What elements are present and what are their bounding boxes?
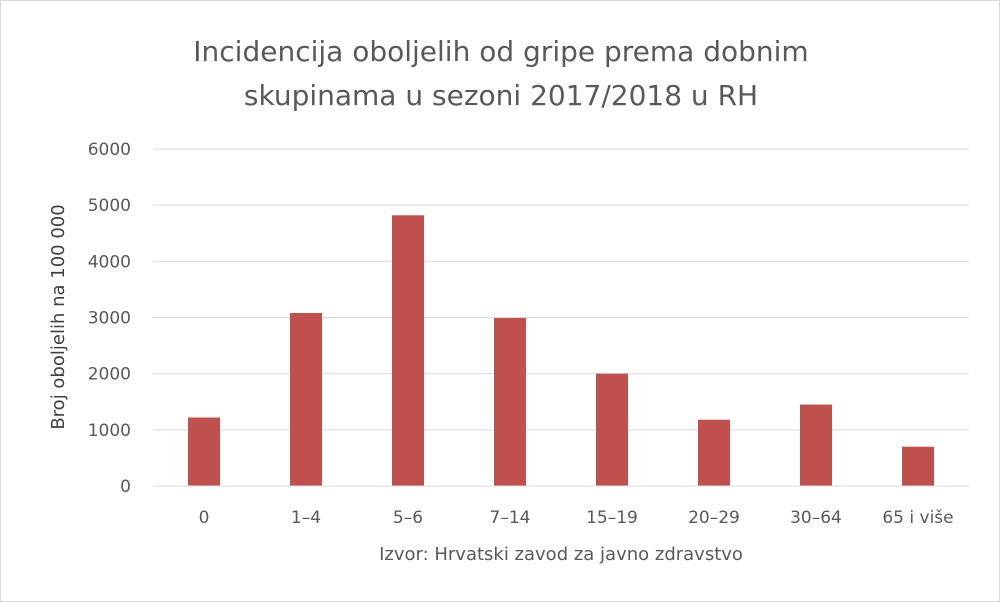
x-tick-label: 65 i više — [882, 508, 953, 528]
bar — [800, 404, 832, 486]
bar — [596, 373, 628, 486]
y-tick-label: 0 — [120, 477, 131, 497]
bar — [902, 446, 934, 486]
y-axis-ticks: 0 1000 2000 3000 4000 5000 6000 — [88, 140, 131, 497]
x-tick-label: 5–6 — [393, 508, 423, 528]
y-tick-label: 6000 — [88, 140, 131, 160]
chart-title-line-2: skupinama u sezoni 2017/2018 u RH — [244, 79, 758, 112]
bar — [188, 417, 220, 486]
y-axis-title: Broj oboljelih na 100 000 — [48, 204, 69, 429]
x-tick-label: 0 — [199, 508, 210, 528]
x-axis-title: Izvor: Hrvatski zavod za javno zdravstvo — [379, 544, 743, 565]
bars — [188, 215, 934, 486]
y-tick-label: 5000 — [88, 196, 131, 216]
y-tick-label: 4000 — [88, 252, 131, 272]
x-tick-label: 20–29 — [688, 508, 740, 528]
chart-title-line-1: Incidencija oboljelih od gripe prema dob… — [193, 35, 808, 68]
gridlines — [153, 148, 969, 431]
x-tick-label: 1–4 — [291, 508, 321, 528]
bar — [494, 318, 526, 486]
bar — [698, 419, 730, 486]
bar — [392, 215, 424, 486]
y-tick-label: 2000 — [88, 365, 131, 385]
x-tick-label: 7–14 — [490, 508, 531, 528]
x-tick-label: 15–19 — [586, 508, 638, 528]
y-tick-label: 3000 — [88, 309, 131, 329]
x-tick-label: 30–64 — [790, 508, 842, 528]
bar — [290, 313, 322, 486]
y-tick-label: 1000 — [88, 421, 131, 441]
x-axis-ticks: 0 1–4 5–6 7–14 15–19 20–29 30–64 65 i više — [199, 508, 954, 528]
